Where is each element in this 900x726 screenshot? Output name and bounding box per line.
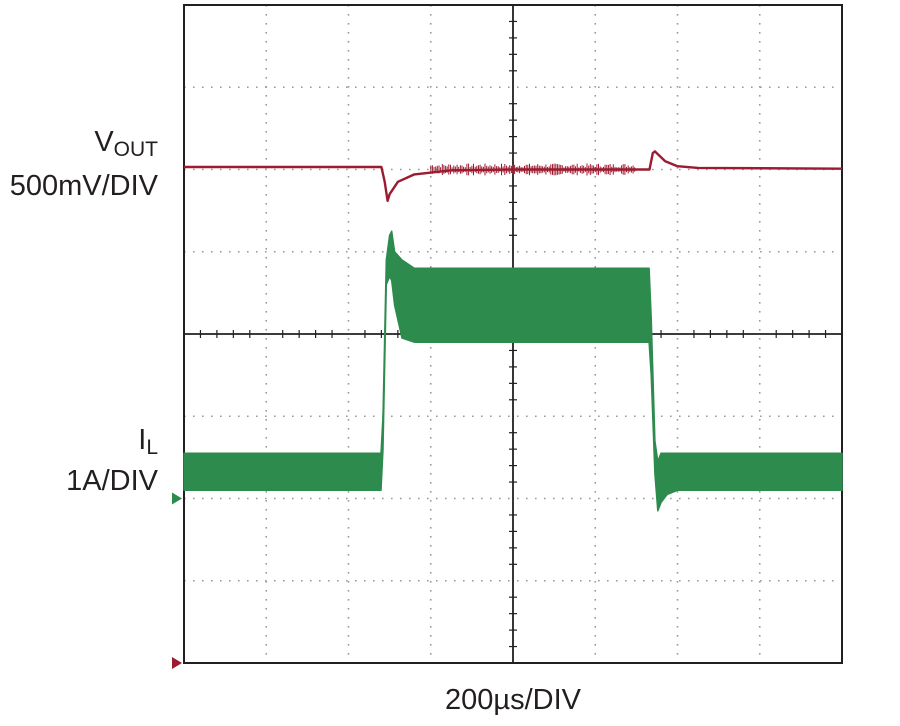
vout-ground-marker <box>172 657 182 669</box>
il-trace <box>183 230 843 512</box>
il-scale-label: 1A/DIV <box>66 465 158 497</box>
vout-scale-label: 500mV/DIV <box>9 170 158 202</box>
vout-channel-label: VOUT <box>94 126 158 161</box>
il-channel-label: IL <box>138 424 158 459</box>
vout-label-main: V <box>94 126 114 158</box>
il-ground-marker <box>172 492 182 505</box>
il-label-sub: L <box>146 436 158 459</box>
traces <box>183 150 843 512</box>
time-scale-label: 200µs/DIV <box>445 684 581 716</box>
vout-label-sub: OUT <box>113 138 158 161</box>
il-label-main: I <box>138 424 147 456</box>
vout-trace-noise <box>430 163 636 176</box>
plot-frame <box>183 4 843 664</box>
channel-markers <box>172 492 182 669</box>
